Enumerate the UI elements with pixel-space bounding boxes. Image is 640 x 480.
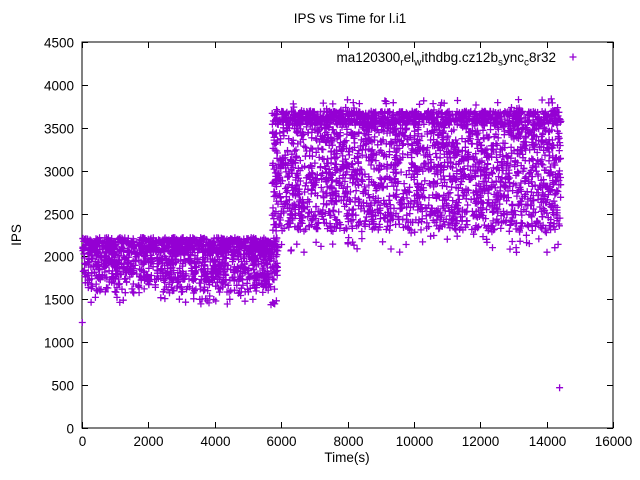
- x-tick-label: 2000: [133, 434, 163, 449]
- legend-sample-marker: [569, 53, 577, 61]
- legend-label: ma120300relwithdbg.cz12bsyncc8r32: [336, 50, 556, 69]
- x-tick-label: 6000: [266, 434, 296, 449]
- axis-tick-labels: 0 2000 4000 6000 8000 10000 12000 14000 16000 0 50…: [44, 36, 632, 450]
- x-tick-label: 14000: [529, 434, 567, 449]
- x-tick-label: 12000: [462, 434, 500, 449]
- x-axis-label: Time(s): [324, 450, 369, 465]
- y-tick-label: 4500: [44, 36, 74, 51]
- x-tick-label: 4000: [200, 434, 230, 449]
- x-tick-label: 8000: [333, 434, 363, 449]
- data-points-layer: [78, 95, 565, 392]
- y-tick-label: 500: [51, 379, 74, 394]
- x-tick-label: 0: [79, 434, 87, 449]
- y-tick-label: 4000: [44, 79, 74, 94]
- x-tick-label: 16000: [595, 434, 633, 449]
- scatter-points-ma120300_rel_withdbg.cz12b_sync_c8r32: [78, 95, 565, 392]
- y-tick-label: 3500: [44, 122, 74, 137]
- y-tick-label: 2500: [44, 208, 74, 223]
- y-tick-label: 2000: [44, 250, 74, 265]
- y-tick-label: 1000: [44, 336, 74, 351]
- chart-title: IPS vs Time for l.i1: [294, 11, 407, 26]
- legend: ma120300relwithdbg.cz12bsyncc8r32: [336, 50, 577, 69]
- y-tick-label: 1500: [44, 293, 74, 308]
- plot-frame: [81, 41, 614, 429]
- y-axis-label: IPS: [9, 224, 24, 246]
- x-tick-label: 10000: [396, 434, 434, 449]
- y-tick-label: 0: [66, 422, 74, 437]
- y-tick-label: 3000: [44, 165, 74, 180]
